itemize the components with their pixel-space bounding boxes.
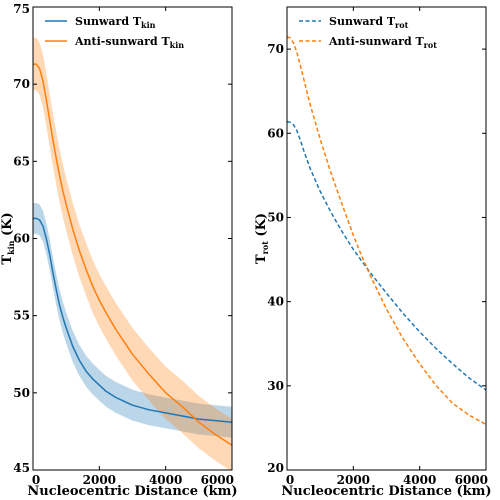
series-line-0 (33, 217, 232, 423)
y-tick-label: 60 (267, 126, 284, 140)
y-tick-label: 55 (13, 309, 30, 323)
y-tick-label: 65 (13, 154, 30, 168)
legend-label-0: Sunward Tkin (75, 15, 156, 30)
legend-label-1: Anti-sunward Trot (328, 35, 437, 50)
x-tick-label: 2000 (337, 473, 370, 487)
x-tick-label: 0 (32, 473, 40, 487)
left-panel-kinetic-temperature: 0 2000 4000 6000 45 50 55 60 65 70 75 Nucleocentric… (0, 2, 238, 499)
legend: Sunward Tkin Anti-sunward Tkin (45, 15, 184, 50)
legend-label-1: Anti-sunward Tkin (74, 35, 184, 50)
y-tick-label: 45 (13, 461, 30, 475)
plot-area (33, 37, 232, 470)
axes-frame (286, 6, 487, 471)
legend: Sunward Trot Anti-sunward Trot (299, 15, 437, 50)
uncertainty-band-0 (33, 203, 232, 438)
x-axis-label: Nucleocentric Distance (km) (281, 484, 491, 499)
legend-label-0: Sunward Trot (329, 15, 409, 30)
series-line-1 (287, 35, 486, 426)
y-tick-label: 70 (13, 77, 30, 91)
uncertainty-band-1 (33, 37, 232, 470)
y-axis-label: Tkin (K) (0, 212, 16, 264)
right-panel-rotational-temperature: 0 2000 4000 6000 20 30 40 50 60 70 Nucleocentric D… (254, 6, 492, 499)
y-tick-label: 70 (267, 42, 284, 56)
y-tick-label: 50 (267, 210, 284, 224)
x-tick-label: 0 (286, 473, 294, 487)
series-line-1 (33, 63, 232, 446)
series-line-0 (287, 120, 486, 391)
y-tick-label: 75 (13, 2, 30, 16)
y-tick-label: 50 (13, 386, 30, 400)
y-tick-label: 40 (267, 295, 284, 309)
x-tick-label: 6000 (201, 473, 234, 487)
y-axis-label: Trot (K) (254, 213, 270, 264)
x-tick-label: 6000 (455, 473, 488, 487)
x-tick-label: 2000 (83, 473, 116, 487)
y-tick-label: 60 (13, 232, 30, 246)
x-tick-label: 4000 (149, 473, 182, 487)
plot-area (287, 35, 486, 426)
y-tick-label: 20 (267, 461, 284, 475)
x-axis-label: Nucleocentric Distance (km) (27, 484, 237, 499)
y-tick-label: 30 (267, 379, 284, 393)
x-tick-label: 4000 (403, 473, 436, 487)
